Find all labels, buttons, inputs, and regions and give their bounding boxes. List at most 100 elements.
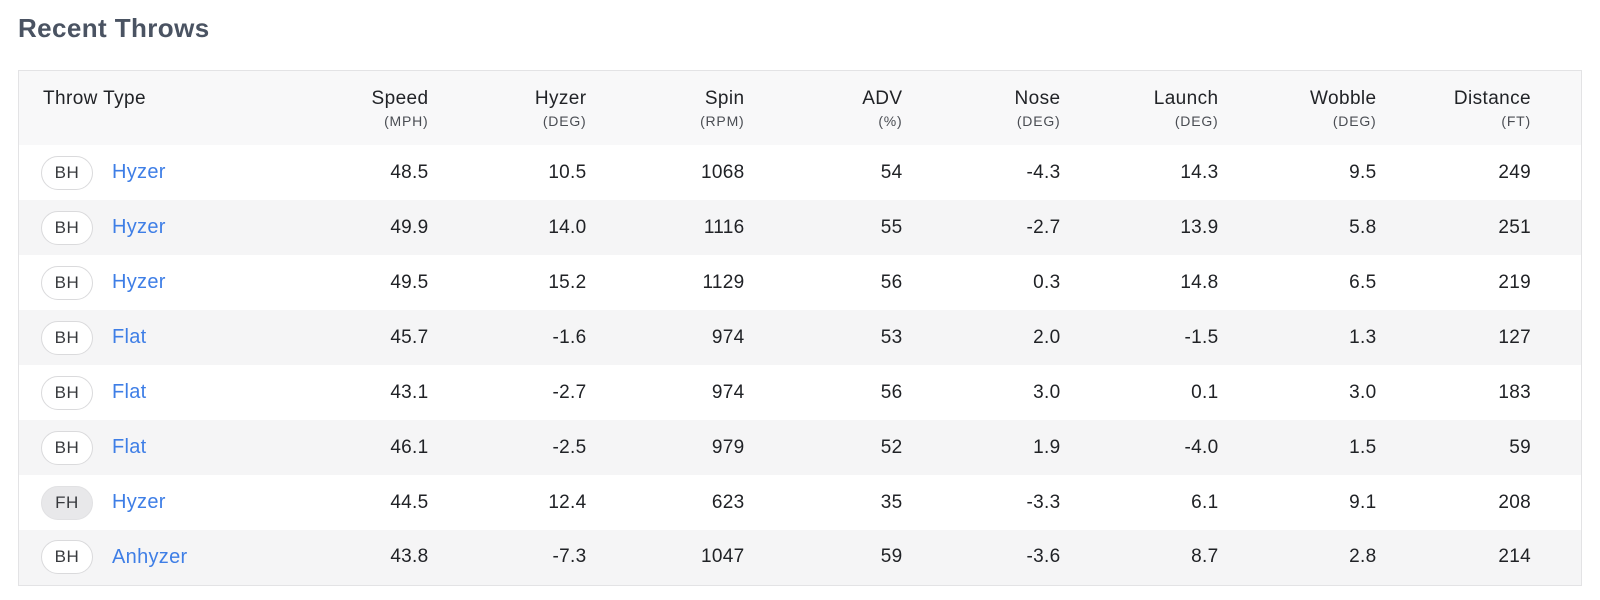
metric-value: 59: [880, 546, 903, 568]
column-unit: (MPH): [384, 113, 429, 129]
metric-value: 214: [1498, 546, 1531, 568]
metric-value: -3.3: [1026, 491, 1061, 513]
column-label: Speed: [371, 88, 429, 109]
metric-value: -1.6: [552, 326, 587, 348]
column-label: Launch: [1153, 88, 1219, 109]
column-unit: (DEG): [1016, 113, 1061, 129]
hand-badge: FH: [41, 485, 93, 520]
table-row[interactable]: BH Hyzer 48.5 10.5 1068 54 -4.3 14.3 9.5 249: [18, 145, 1582, 200]
hand-badge: BH: [41, 265, 93, 300]
throw-type-link[interactable]: Hyzer: [112, 161, 166, 183]
table-row[interactable]: BH Flat 45.7 -1.6 974 53 2.0 -1.5 1.3 127: [18, 310, 1582, 365]
metric-value: 49.5: [390, 271, 429, 293]
throw-type-link[interactable]: Hyzer: [112, 216, 166, 238]
column-label: Spin: [704, 88, 745, 109]
column-header: Throw Type: [19, 71, 271, 146]
column-unit: (DEG): [1332, 113, 1377, 129]
metric-value: 54: [880, 161, 903, 183]
throws-table: Throw Type Speed (MPH) Hyzer (DEG) Spin …: [18, 70, 1582, 586]
throw-type-cell: BH Anhyzer: [19, 530, 271, 585]
metric-value: 14.0: [548, 216, 587, 238]
table-row[interactable]: FH Hyzer 44.5 12.4 623 35 -3.3 6.1 9.1 208: [18, 475, 1582, 530]
throw-type-cell: BH Flat: [19, 365, 271, 420]
metric-value: 14.8: [1180, 271, 1219, 293]
column-unit: (FT): [1501, 113, 1531, 129]
throw-type-cell: BH Hyzer: [19, 255, 271, 310]
metric-value: 1129: [702, 271, 745, 293]
metric-value: 251: [1498, 216, 1531, 238]
throw-type-link[interactable]: Hyzer: [112, 271, 166, 293]
table-row[interactable]: BH Anhyzer 43.8 -7.3 1047 59 -3.6 8.7 2.8 214: [18, 530, 1582, 585]
column-header: Nose (DEG): [903, 71, 1061, 146]
hand-badge: BH: [41, 155, 93, 190]
throw-type-link[interactable]: Flat: [112, 381, 147, 403]
metric-value: 35: [880, 491, 903, 513]
table-header-row: Throw Type Speed (MPH) Hyzer (DEG) Spin …: [18, 70, 1582, 146]
column-header: Speed (MPH): [271, 71, 429, 146]
metric-value: 14.3: [1180, 161, 1219, 183]
column-header: Distance (FT): [1377, 71, 1582, 146]
throw-type-cell: BH Flat: [19, 420, 271, 475]
column-label: Nose: [1014, 88, 1061, 109]
table-row[interactable]: BH Flat 46.1 -2.5 979 52 1.9 -4.0 1.5 59: [18, 420, 1582, 475]
hand-badge: BH: [41, 320, 93, 355]
metric-value: -4.0: [1184, 436, 1219, 458]
column-header: ADV (%): [745, 71, 903, 146]
metric-value: 53: [880, 326, 903, 348]
metric-value: 1047: [701, 546, 745, 568]
metric-value: 12.4: [548, 491, 587, 513]
metric-value: 52: [880, 436, 903, 458]
metric-value: 219: [1498, 271, 1531, 293]
throw-type-cell: BH Hyzer: [19, 145, 271, 200]
metric-value: 979: [711, 436, 745, 458]
throw-type-link[interactable]: Hyzer: [112, 491, 166, 513]
metric-value: 3.0: [1349, 381, 1377, 403]
metric-value: 6.5: [1349, 271, 1377, 293]
throw-type-cell: BH Hyzer: [19, 200, 271, 255]
metric-value: 1116: [703, 216, 745, 238]
metric-value: 2.0: [1033, 326, 1061, 348]
metric-value: 56: [880, 271, 903, 293]
metric-value: -2.7: [552, 381, 587, 403]
hand-badge: BH: [41, 430, 93, 465]
metric-value: 249: [1498, 161, 1531, 183]
metric-value: 9.5: [1349, 161, 1377, 183]
metric-value: 1.3: [1349, 326, 1377, 348]
column-label: Wobble: [1310, 88, 1377, 109]
table-row[interactable]: BH Hyzer 49.5 15.2 1129 56 0.3 14.8 6.5 219: [18, 255, 1582, 310]
metric-value: 43.1: [390, 381, 429, 403]
metric-value: 974: [711, 326, 745, 348]
metric-value: 0.3: [1033, 271, 1061, 293]
page-title: Recent Throws: [18, 13, 210, 43]
column-label: Hyzer: [534, 88, 587, 109]
column-unit: (DEG): [542, 113, 587, 129]
metric-value: 8.7: [1191, 546, 1219, 568]
column-unit: (RPM): [700, 113, 745, 129]
throw-type-link[interactable]: Anhyzer: [112, 545, 188, 568]
table-row[interactable]: BH Hyzer 49.9 14.0 1116 55 -2.7 13.9 5.8 251: [18, 200, 1582, 255]
metric-value: 1.5: [1349, 436, 1377, 458]
metric-value: 1.9: [1033, 436, 1061, 458]
column-label: ADV: [862, 88, 903, 109]
column-unit: (DEG): [1174, 113, 1219, 129]
table-row[interactable]: BH Flat 43.1 -2.7 974 56 3.0 0.1 3.0 183: [18, 365, 1582, 420]
throw-type-cell: BH Flat: [19, 310, 271, 365]
metric-value: 44.5: [390, 491, 429, 513]
metric-value: 3.0: [1033, 381, 1061, 403]
metric-value: 5.8: [1349, 216, 1377, 238]
metric-value: 10.5: [548, 161, 587, 183]
recent-throws-table: Throw Type Speed (MPH) Hyzer (DEG) Spin …: [18, 70, 1582, 586]
column-header: Wobble (DEG): [1219, 71, 1377, 146]
metric-value: -3.6: [1026, 546, 1061, 568]
throw-type-link[interactable]: Flat: [112, 326, 147, 348]
metric-value: 48.5: [390, 161, 429, 183]
throw-type-link[interactable]: Flat: [112, 436, 147, 458]
metric-value: -7.3: [552, 546, 587, 568]
hand-badge: BH: [41, 540, 93, 575]
column-label: Distance: [1453, 88, 1531, 109]
metric-value: -2.7: [1026, 216, 1061, 238]
metric-value: 55: [880, 216, 903, 238]
hand-badge: BH: [41, 375, 93, 410]
hand-badge: BH: [41, 210, 93, 245]
metric-value: 49.9: [390, 216, 429, 238]
